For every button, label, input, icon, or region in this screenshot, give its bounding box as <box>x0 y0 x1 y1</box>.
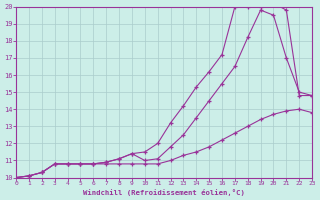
X-axis label: Windchill (Refroidissement éolien,°C): Windchill (Refroidissement éolien,°C) <box>83 189 245 196</box>
